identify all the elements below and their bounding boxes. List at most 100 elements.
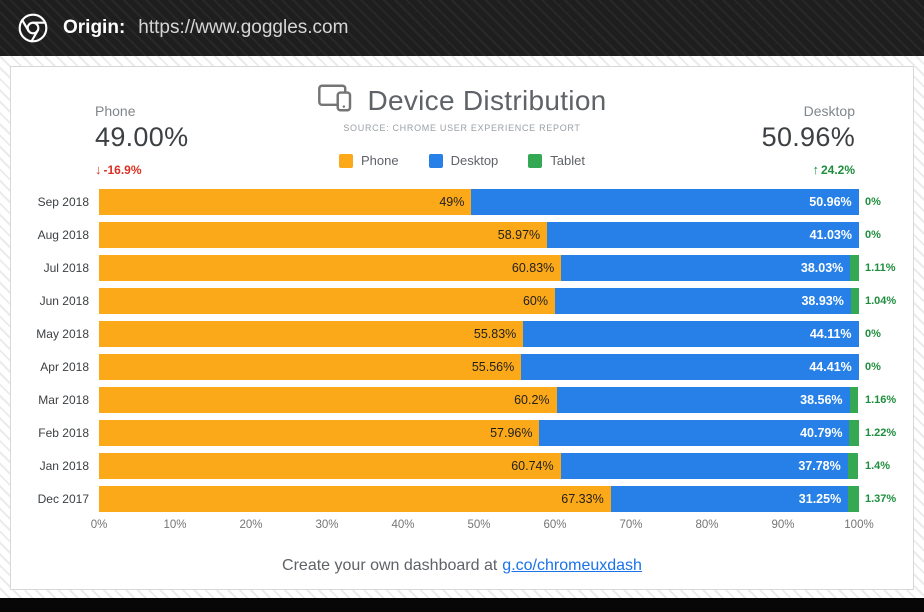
desktop-bar-segment[interactable]: 38.03% [561, 255, 851, 281]
row-label: Aug 2018 [37, 228, 89, 242]
phone-bar-segment[interactable]: 67.33% [99, 486, 611, 512]
desktop-bar-label: 50.96% [809, 195, 852, 209]
footer-link[interactable]: g.co/chromeuxdash [502, 557, 642, 574]
bar-track: 67.33% 31.25% [99, 486, 859, 512]
arrow-down-icon: ↓ [95, 162, 102, 177]
bar-track: 60.74% 37.78% [99, 453, 859, 479]
dashboard-card: Device Distribution SOURCE: CHROME USER … [10, 66, 914, 590]
tablet-bar-label: 1.22% [865, 427, 897, 439]
desktop-bar-segment[interactable]: 37.78% [560, 453, 848, 479]
desktop-bar-segment[interactable]: 38.56% [556, 387, 850, 413]
arrow-up-icon: ↑ [812, 162, 819, 177]
chart-row: Mar 2018 60.2% 38.56% 1.16% [11, 387, 913, 413]
phone-bar-segment[interactable]: 49% [99, 189, 472, 215]
tablet-bar-segment[interactable] [849, 420, 859, 446]
phone-bar-segment[interactable]: 60.74% [99, 453, 561, 479]
legend: Phone Desktop Tablet [11, 153, 913, 168]
x-axis-tick: 20% [239, 519, 263, 531]
phone-bar-label: 60.83% [511, 261, 555, 275]
tablet-bar-label: 0% [865, 361, 881, 373]
dashboard-background: Device Distribution SOURCE: CHROME USER … [0, 56, 924, 598]
tablet-bar-label: 1.11% [865, 262, 896, 274]
desktop-swatch [428, 153, 443, 168]
phone-bar-label: 60% [522, 294, 548, 308]
desktop-bar-segment[interactable]: 31.25% [610, 486, 849, 512]
desktop-bar-label: 37.78% [798, 459, 841, 473]
phone-bar-segment[interactable]: 60.83% [99, 255, 562, 281]
tablet-bar-segment[interactable] [849, 387, 859, 413]
chart-row: Jun 2018 60% 38.93% 1.04% [11, 288, 913, 314]
chart-row: Dec 2017 67.33% 31.25% 1.37% [11, 486, 913, 512]
footer-text: Create your own dashboard at [282, 557, 498, 574]
phone-bar-label: 49% [439, 195, 465, 209]
row-label: Jan 2018 [39, 459, 89, 473]
desktop-bar-segment[interactable]: 50.96% [471, 189, 859, 215]
phone-bar-segment[interactable]: 60% [99, 288, 555, 314]
desktop-bar-segment[interactable]: 40.79% [539, 420, 850, 446]
chrome-logo-icon [16, 11, 50, 45]
row-label: Apr 2018 [40, 360, 89, 374]
phone-stat-value: 49.00% [95, 122, 189, 152]
row-label: Mar 2018 [38, 393, 89, 407]
desktop-bar-segment[interactable]: 41.03% [547, 222, 859, 248]
chart: Sep 2018 49% 50.96% 0% Aug 2018 58.97% 41.03% 0… [11, 189, 913, 535]
chart-row: Jul 2018 60.83% 38.03% 1.11% [11, 255, 913, 281]
phone-bar-label: 55.83% [473, 327, 517, 341]
chart-row: Feb 2018 57.96% 40.79% 1.22% [11, 420, 913, 446]
phone-bar-segment[interactable]: 57.96% [99, 420, 540, 446]
bar-track: 49% 50.96% [99, 189, 859, 215]
desktop-bar-segment[interactable]: 44.11% [523, 321, 859, 347]
row-label: Dec 2017 [37, 492, 89, 506]
phone-bar-label: 60.2% [514, 393, 550, 407]
desktop-bar-label: 38.56% [800, 393, 843, 407]
tablet-bar-label: 1.16% [865, 394, 897, 406]
bar-track: 57.96% 40.79% [99, 420, 859, 446]
chart-source: SOURCE: CHROME USER EXPERIENCE REPORT [343, 123, 581, 133]
desktop-delta-value: 24.2% [820, 163, 855, 177]
bar-track: 60% 38.93% [99, 288, 859, 314]
tablet-bar-label: 1.04% [865, 295, 897, 307]
legend-item-desktop[interactable]: Desktop [428, 153, 499, 168]
x-axis: 0% 10% 20% 30% 40% 50% 60% 70% 80% 90% 100% [91, 519, 874, 535]
row-label: Sep 2018 [37, 195, 89, 209]
tablet-bar-label: 0% [865, 196, 881, 208]
bar-track: 60.83% 38.03% [99, 255, 859, 281]
tablet-bar-label: 1.37% [865, 493, 897, 505]
chart-row: Sep 2018 49% 50.96% 0% [11, 189, 913, 215]
desktop-bar-label: 38.93% [801, 294, 844, 308]
x-axis-tick: 0% [90, 519, 108, 531]
legend-item-phone[interactable]: Phone [339, 153, 399, 168]
bar-track: 58.97% 41.03% [99, 222, 859, 248]
row-label: Jul 2018 [43, 261, 89, 275]
phone-swatch [339, 153, 353, 168]
chart-row: Jan 2018 60.74% 37.78% 1.4% [11, 453, 913, 479]
phone-stat-delta: ↓ -16.9% [95, 162, 188, 177]
desktop-bar-label: 44.11% [809, 327, 852, 341]
bar-track: 55.56% 44.41% [99, 354, 859, 380]
chart-rows: Sep 2018 49% 50.96% 0% Aug 2018 58.97% 41.03% 0… [11, 189, 913, 512]
phone-bar-segment[interactable]: 60.2% [99, 387, 557, 413]
desktop-bar-segment[interactable]: 44.41% [521, 354, 859, 380]
desktop-bar-segment[interactable]: 38.93% [555, 288, 851, 314]
x-axis-tick: 80% [695, 519, 719, 531]
bar-track: 55.83% 44.11% [99, 321, 859, 347]
chart-row: Apr 2018 55.56% 44.41% 0% [11, 354, 913, 380]
tablet-bar-label: 0% [865, 328, 881, 340]
phone-bar-segment[interactable]: 55.56% [99, 354, 522, 380]
x-axis-tick: 30% [315, 519, 339, 531]
tablet-bar-segment[interactable] [848, 486, 859, 512]
chart-row: Aug 2018 58.97% 41.03% 0% [11, 222, 913, 248]
legend-item-tablet[interactable]: Tablet [528, 153, 585, 168]
tablet-bar-segment[interactable] [850, 288, 859, 314]
phone-bar-segment[interactable]: 58.97% [99, 222, 548, 248]
tablet-bar-segment[interactable] [850, 255, 859, 281]
tablet-bar-segment[interactable] [847, 453, 859, 479]
origin-label: Origin: [63, 17, 126, 38]
desktop-bar-label: 31.25% [798, 492, 842, 506]
phone-bar-label: 57.96% [490, 426, 533, 440]
legend-label: Desktop [450, 153, 499, 168]
x-axis-tick: 70% [619, 519, 643, 531]
phone-bar-segment[interactable]: 55.83% [99, 321, 524, 347]
phone-delta-value: -16.9% [103, 163, 142, 177]
